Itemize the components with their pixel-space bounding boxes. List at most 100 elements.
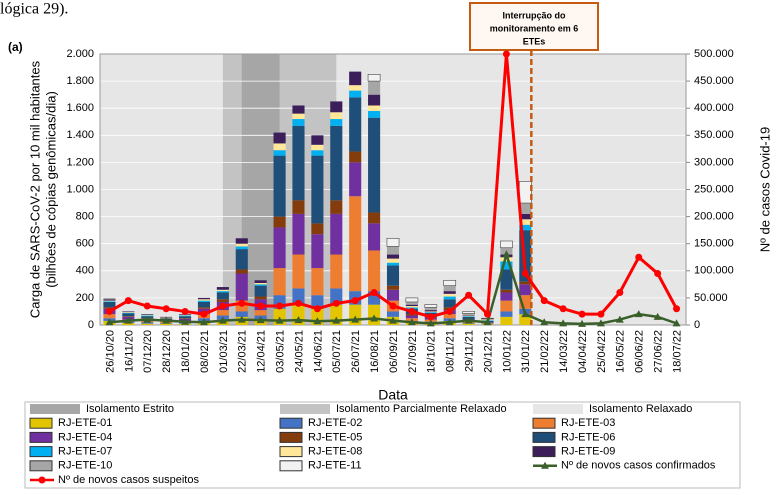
bar-segment — [349, 71, 362, 86]
bar-segment — [443, 296, 456, 300]
x-tick-label: 03/05/21 — [274, 330, 286, 373]
annotation-box — [469, 2, 599, 51]
legend-swatch — [532, 431, 556, 443]
y-axis-title: Carga de SARS-CoV-2 por 10 mil habitante… — [27, 60, 42, 318]
y-axis-title: (bilhões de cópias genômicas/dia) — [43, 91, 58, 288]
legend-swatch — [532, 446, 556, 458]
x-tick-label: 29/11/21 — [464, 330, 476, 372]
bar-segment — [273, 150, 286, 156]
bar-segment — [405, 301, 418, 305]
line-marker — [597, 310, 605, 318]
bar-segment — [141, 314, 154, 315]
bar-segment — [235, 238, 248, 244]
legend-label: RJ-ETE-09 — [561, 446, 615, 458]
bar-segment — [292, 119, 305, 126]
line-marker — [502, 50, 510, 58]
legend-swatch — [533, 404, 583, 414]
bar-segment — [368, 105, 381, 111]
x-tick-label: 25/04/22 — [596, 330, 608, 373]
bar-segment — [386, 254, 400, 259]
bar-segment — [311, 223, 324, 235]
x-tick-label: 06/06/22 — [634, 330, 646, 373]
bar-segment — [292, 213, 305, 255]
line-marker — [238, 299, 246, 307]
bar-segment — [462, 323, 475, 325]
x-tick-label: 16/11/20 — [123, 330, 135, 372]
line-marker — [313, 317, 322, 325]
legend-label: Isolamento Relaxado — [589, 403, 692, 415]
bar-segment — [518, 181, 532, 204]
bar-segment — [405, 306, 418, 308]
bar-segment — [386, 285, 400, 290]
x-tick-label: 20/12/21 — [482, 330, 494, 373]
bar-segment — [216, 310, 229, 316]
bar-segment — [424, 307, 437, 311]
legend-swatch — [279, 417, 303, 429]
y2-tick-label: 250.000 — [694, 183, 734, 195]
bar-segment — [273, 216, 286, 228]
line-marker — [370, 288, 378, 296]
line-marker — [389, 302, 397, 310]
bar-segment — [386, 265, 400, 286]
x-tick-label: 05/07/21 — [331, 330, 343, 373]
line-marker — [615, 315, 624, 323]
bar-segment — [424, 311, 437, 313]
y2-tick-label: 50.000 — [694, 292, 728, 304]
line-marker — [276, 302, 284, 310]
line-marker — [596, 319, 605, 327]
line-marker — [521, 270, 529, 278]
bar-segment — [500, 257, 513, 262]
bar-segment — [368, 212, 381, 224]
bar-segment — [386, 246, 400, 255]
y-tick-label: 200 — [76, 292, 94, 304]
y-tick-label: 1.600 — [66, 102, 94, 114]
bar-segment — [273, 155, 286, 217]
line-marker — [427, 313, 435, 321]
line-marker — [634, 310, 643, 318]
bar-segment — [197, 297, 211, 300]
bar-segment — [500, 261, 513, 270]
line-marker — [484, 310, 492, 318]
bar-segment — [443, 293, 456, 297]
bar-segment — [349, 151, 362, 163]
annotation-text: Interrupção do — [502, 10, 566, 20]
line-marker — [465, 291, 473, 299]
bar-segment — [235, 311, 248, 317]
bar-segment — [216, 299, 229, 302]
line-marker — [313, 305, 321, 313]
bar-segment — [330, 254, 343, 289]
bar-segment — [235, 246, 248, 250]
bar-segment — [292, 105, 305, 114]
x-tick-label: 26/10/20 — [104, 330, 116, 373]
bar-segment — [311, 268, 324, 296]
bar-segment — [519, 281, 532, 285]
legend-label: RJ-ETE-03 — [561, 417, 615, 429]
bar-segment — [103, 299, 116, 301]
legend-swatch — [279, 431, 303, 443]
bar-segment — [197, 299, 211, 301]
bar-segment — [235, 249, 248, 270]
bar-segment — [311, 234, 324, 269]
bar-segment — [519, 213, 532, 220]
x-tick-label: 18/07/22 — [671, 330, 683, 373]
x-tick-label: 01/03/21 — [218, 330, 230, 373]
line-marker — [616, 288, 624, 296]
legend-label: RJ-ETE-01 — [58, 417, 112, 429]
legend-label: RJ-ETE-05 — [308, 431, 362, 443]
x-tick-label: 28/12/20 — [161, 330, 173, 373]
x-tick-label: 08/02/21 — [199, 330, 211, 373]
line-marker — [257, 302, 265, 310]
bar-segment — [197, 300, 211, 302]
line-marker — [256, 316, 265, 324]
bar-segment — [103, 300, 116, 302]
y2-tick-label: 350.000 — [694, 129, 734, 141]
bar-segment — [197, 307, 211, 309]
bar-segment — [197, 301, 211, 308]
bar-segment — [141, 314, 154, 316]
legend-swatch — [29, 446, 53, 458]
legend-label: Nº de novos casos confirmados — [561, 460, 716, 472]
y-tick-label: 600 — [76, 238, 94, 250]
bar-segment — [368, 110, 381, 118]
legend-label: RJ-ETE-11 — [308, 460, 362, 472]
bar-segment — [254, 284, 267, 286]
